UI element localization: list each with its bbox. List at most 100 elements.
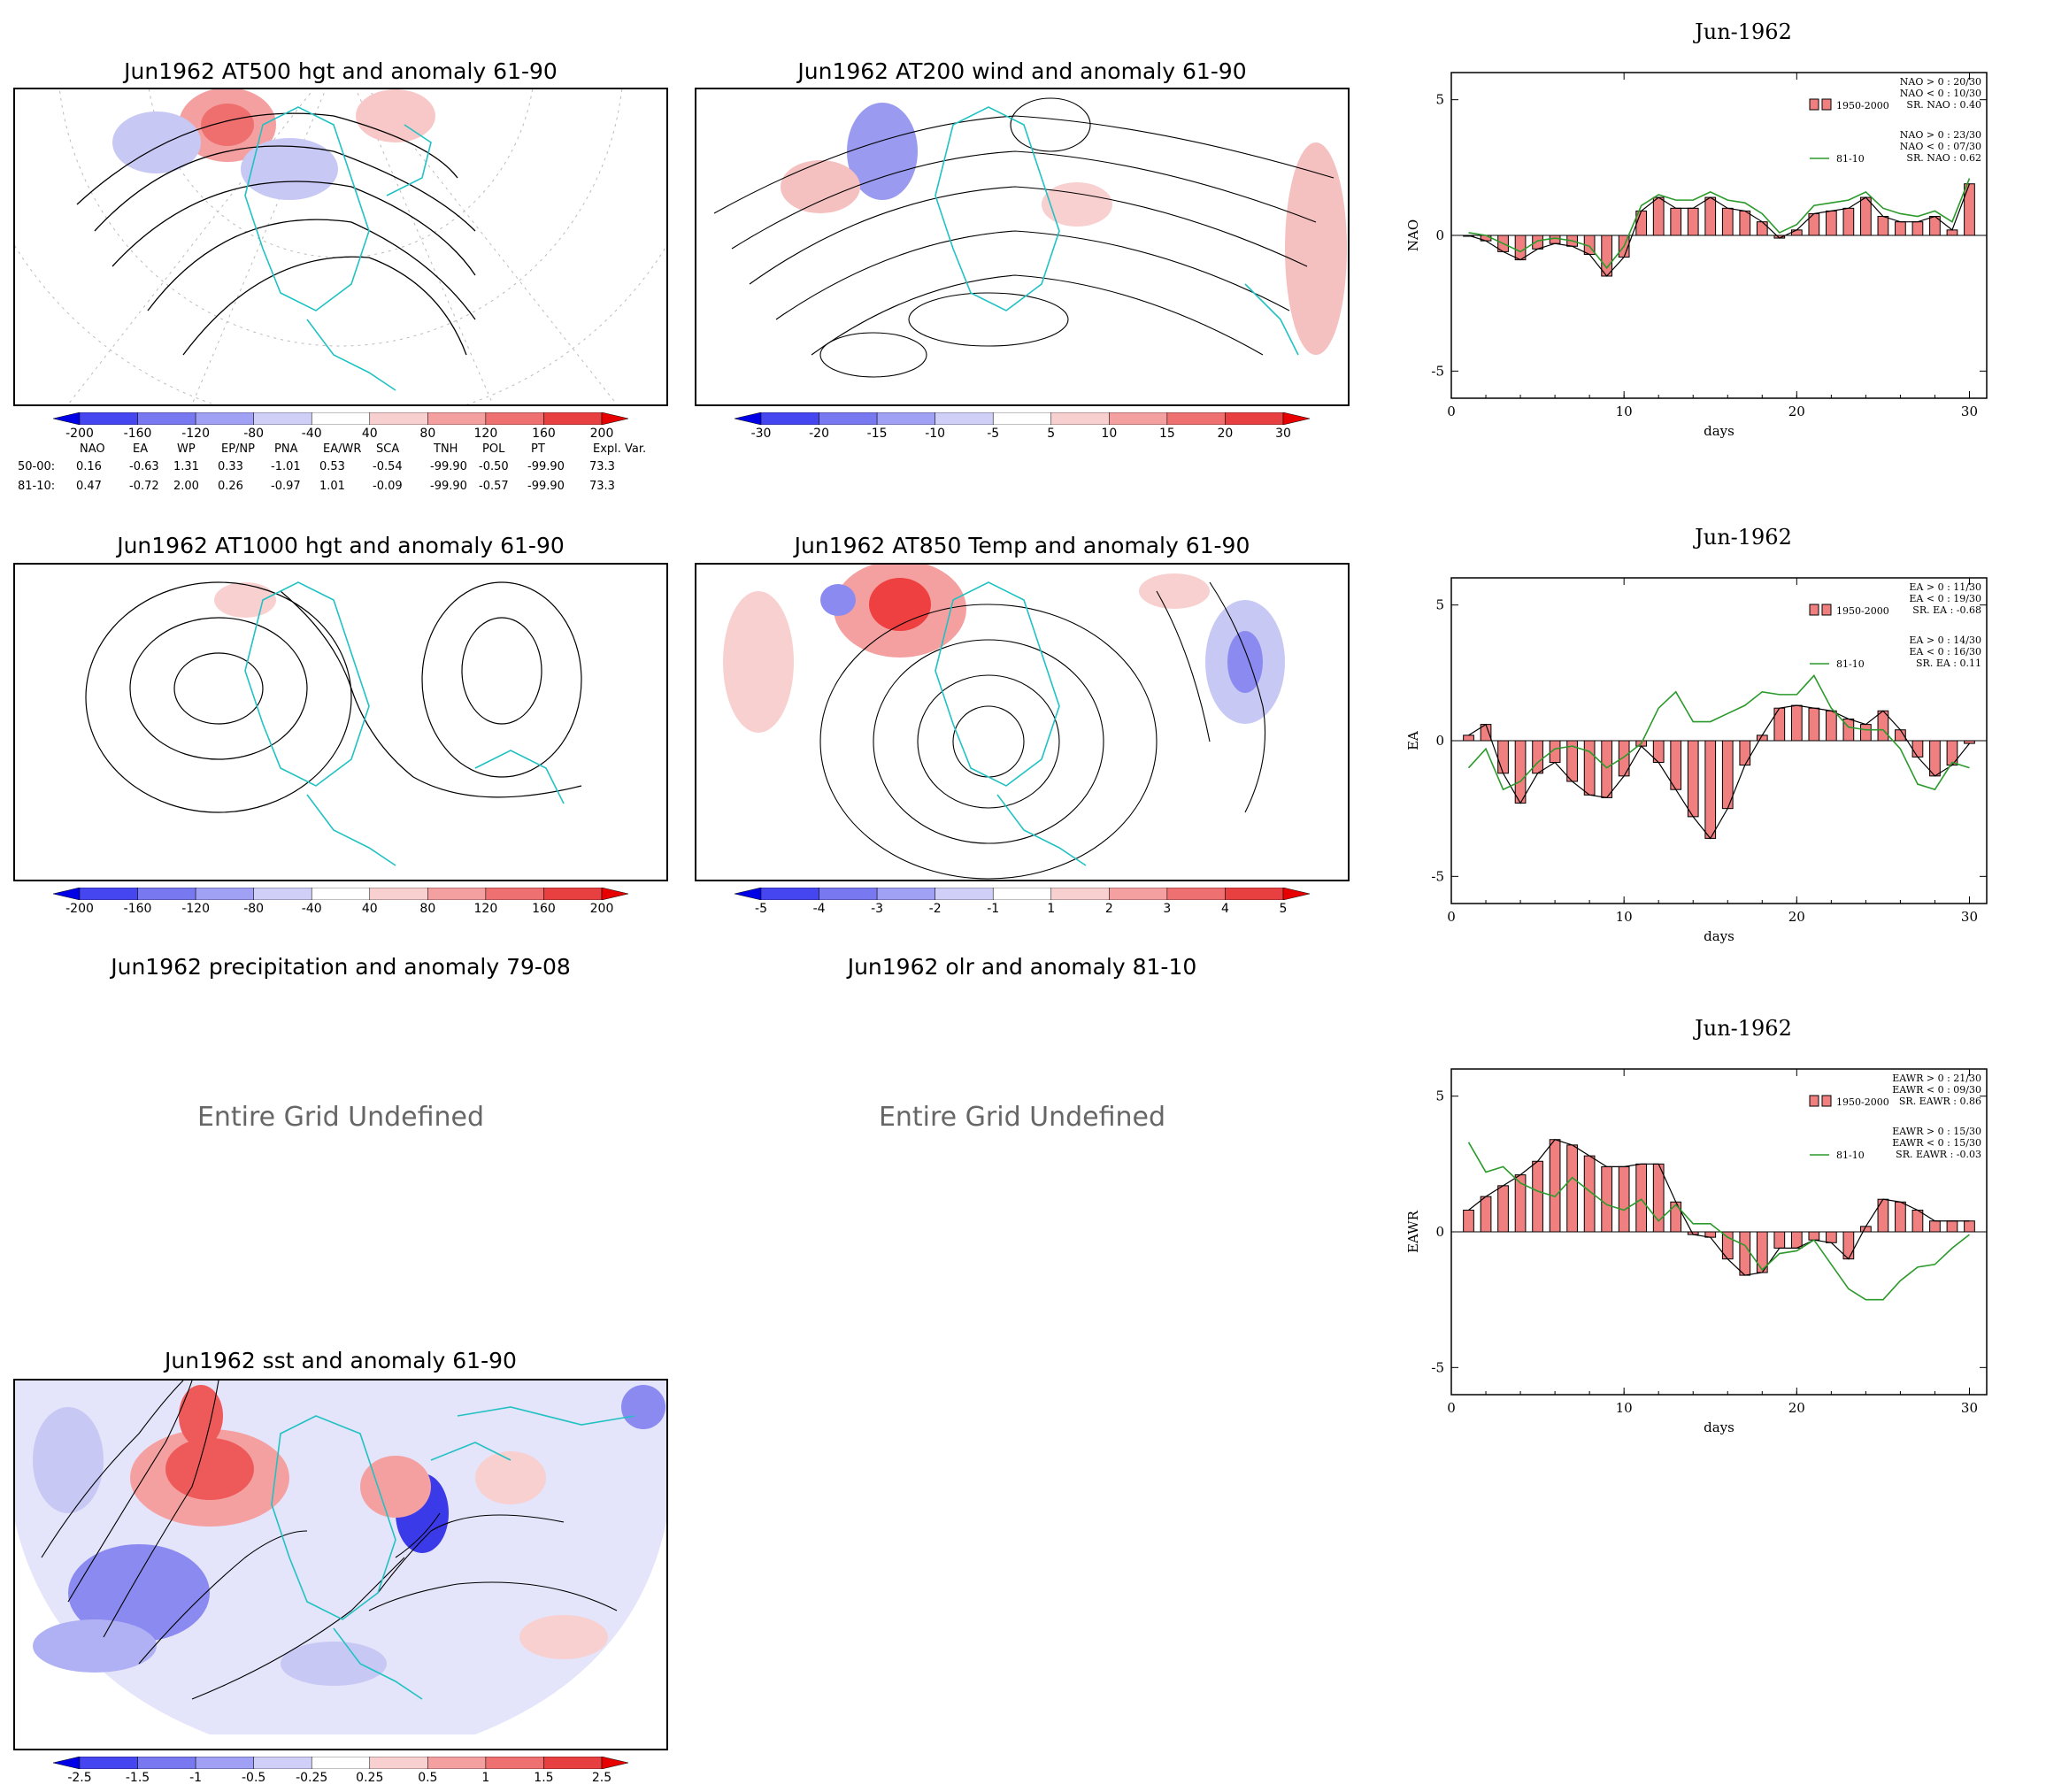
bar [1965,184,1975,235]
map-200-graphic [696,89,1348,404]
bar [1533,1161,1543,1232]
colorbar-tick-label: -1.5 [126,1771,150,1785]
colorbar-swatches [53,1757,628,1769]
tele-header: SCA [376,442,399,456]
bar [1843,208,1854,235]
colorbar-tick-label: -5 [755,902,767,916]
tele-header: POL [482,442,504,456]
colorbar-tick-label: -160 [124,427,152,441]
bar [1896,222,1906,235]
bar [1481,1196,1491,1232]
legend-swatch-bar [1810,604,1819,615]
map-title-200: Jun1962 AT200 wind and anomaly 61-90 [695,58,1350,84]
bar [1965,1221,1975,1232]
colorbar-tick-label: 80 [419,427,435,441]
tele-row-label: 50-00: [18,460,55,473]
x-tick-label: 30 [1961,909,1978,925]
tele-header: WP [177,442,196,456]
bar [1671,1202,1681,1232]
legend-stat: SR. EA : -0.68 [1912,604,1981,616]
map-850-graphic [696,565,1348,880]
x-tick-label: 0 [1447,404,1456,419]
bar [1809,1232,1819,1240]
y-tick-label: -5 [1431,1359,1444,1375]
bar [1567,1145,1578,1232]
bar [1912,741,1923,757]
bar [1861,197,1872,235]
bar [1602,235,1612,276]
colorbar-swatches [53,888,628,900]
bar [1896,1202,1906,1232]
legend-swatch-bar [1822,1096,1831,1106]
tele-value: -0.63 [129,460,159,473]
colorbar-tick-label: -200 [65,427,94,441]
y-tick-label: -5 [1431,868,1444,884]
colorbar-tick-label: -4 [813,902,826,916]
colorbar-tick-label: -80 [243,902,264,916]
legend-swatch-bar [1810,1096,1819,1106]
colorbar-tick-label: 1.5 [534,1771,553,1785]
y-tick-label: 5 [1435,1088,1444,1104]
bar [1861,725,1872,741]
legend-stat: EA > 0 : 11/30 [1909,581,1981,593]
bar [1464,735,1474,741]
bar [1498,1186,1509,1232]
tele-header: EA [133,442,148,456]
legend-swatch-bar [1822,604,1831,615]
colorbar-tick-label: -20 [809,427,829,441]
bar [1791,230,1802,235]
tele-value: 0.33 [218,460,243,473]
bar [1688,208,1698,235]
legend-stat: NAO < 0 : 10/30 [1900,88,1981,99]
colorbar-tick-label: -15 [867,427,888,441]
bar [1965,741,1975,743]
x-tick-label: 20 [1788,909,1805,925]
bar [1878,217,1888,235]
legend-stat: NAO > 0 : 20/30 [1900,76,1981,88]
colorbar-tick-label: 4 [1221,902,1229,916]
map-sst-graphic [15,1381,666,1749]
bar [1947,1221,1958,1232]
bar [1688,741,1698,817]
tele-value: -0.09 [373,480,403,493]
colorbar-tick-label: 30 [1275,427,1291,441]
legend-label: 1950-2000 [1836,100,1889,112]
colorbar-tick-label: -200 [65,902,94,916]
legend-stat: NAO < 0 : 07/30 [1900,141,1981,152]
tele-header: PNA [274,442,297,456]
tele-value: -0.54 [373,460,403,473]
map-title-1000: Jun1962 AT1000 hgt and anomaly 61-90 [13,533,668,558]
colorbar-tick-label: 2.5 [592,1771,611,1785]
x-tick-label: 30 [1961,404,1978,419]
tele-value: 0.16 [76,460,102,473]
colorbar-tick-label: -40 [302,427,322,441]
colorbar-tick-label: -2.5 [67,1771,91,1785]
colorbar-tick-label: -80 [243,427,264,441]
x-axis-label: days [1704,928,1734,944]
legend-swatch-bar [1810,99,1819,110]
legend-stat: NAO > 0 : 23/30 [1900,129,1981,141]
x-tick-label: 30 [1961,1400,1978,1416]
legend-stat: EA < 0 : 16/30 [1909,646,1981,658]
tele-header: PT [531,442,545,456]
legend-label: 1950-2000 [1836,605,1889,617]
bar [1930,1221,1941,1232]
legend-stat: EA > 0 : 14/30 [1909,635,1981,646]
bar [1912,1210,1923,1232]
colorbar-tick-label: -120 [181,902,210,916]
tele-value: -99.90 [527,460,565,473]
colorbar-tick-label: 10 [1101,427,1117,441]
legend-swatch-bar [1822,99,1831,110]
bar [1671,741,1681,789]
map-panel-1000 [13,563,668,881]
y-tick-label: 5 [1435,92,1444,108]
legend-label: 81-10 [1836,1150,1865,1161]
colorbar-tick-label: 80 [419,902,435,916]
legend-stat: EA < 0 : 19/30 [1909,593,1981,604]
